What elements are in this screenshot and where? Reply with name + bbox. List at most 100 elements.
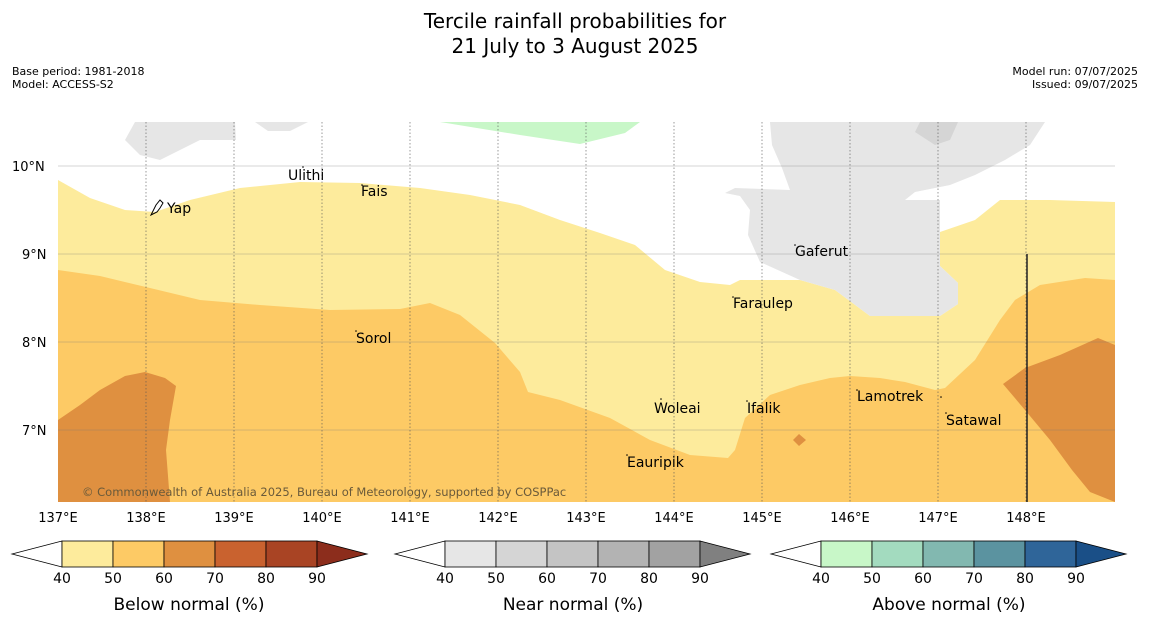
colorbar-above-bin xyxy=(973,540,1026,568)
place-ulithi: Ulithi xyxy=(288,168,324,184)
region-below-60-70-east xyxy=(1003,338,1115,502)
lon-label: 144°E xyxy=(654,511,694,526)
colorbar-below-bin xyxy=(214,540,267,568)
colorbar-tick: 60 xyxy=(155,571,173,587)
place-marker xyxy=(361,184,363,186)
colorbar-near-bin xyxy=(648,540,701,568)
colorbar-tick: 90 xyxy=(691,571,709,587)
colorbar-tick: 40 xyxy=(53,571,71,587)
colorbar-tick: 80 xyxy=(1016,571,1034,587)
colorbar-tick: 90 xyxy=(308,571,326,587)
lon-label: 145°E xyxy=(742,511,782,526)
lat-labels: 10°N 9°N 8°N 7°N xyxy=(12,160,47,439)
colorbar-below: 40 50 60 70 80 90 Below normal (%) xyxy=(10,540,369,615)
place-marker xyxy=(746,400,748,402)
gridlines-lat xyxy=(58,165,1115,431)
place-marker xyxy=(732,296,734,298)
colorbar-tick: 40 xyxy=(436,571,454,587)
colorbar-below-low-arrow xyxy=(10,540,63,568)
region-above-40-50 xyxy=(440,122,640,144)
colorbar-tick: 80 xyxy=(257,571,275,587)
place-marker xyxy=(940,396,942,398)
colorbar-above-low-arrow xyxy=(769,540,822,568)
title-line-2: 21 July to 3 August 2025 xyxy=(451,34,699,58)
meta-right: Model run: 07/07/2025 Issued: 09/07/2025 xyxy=(1012,65,1138,91)
region-near-40-50-east xyxy=(725,122,1045,316)
colorbar-near-label: Near normal (%) xyxy=(503,595,643,615)
place-sorol: Sorol xyxy=(356,331,391,347)
chart-title: Tercile rainfall probabilities for 21 Ju… xyxy=(0,9,1150,59)
colorbar-above-bin xyxy=(820,540,873,568)
lat-label: 9°N xyxy=(22,248,47,263)
place-labels: Ulithi Fais Yap Gaferut Faraulep Sorol L… xyxy=(166,166,1001,471)
colorbar-near: 40 50 60 70 80 90 Near normal (%) xyxy=(393,540,752,615)
place-ifalik: Ifalik xyxy=(747,401,781,417)
model-name: Model: ACCESS-S2 xyxy=(12,78,114,91)
colorbar-below-high-arrow xyxy=(316,540,369,568)
lon-label: 146°E xyxy=(830,511,870,526)
lat-label: 10°N xyxy=(12,160,45,175)
lon-label: 140°E xyxy=(302,511,342,526)
colorbar-near-bin xyxy=(546,540,599,568)
colorbar-tick: 70 xyxy=(206,571,224,587)
colorbar-above-bin xyxy=(1024,540,1077,568)
colorbar-tick: 50 xyxy=(104,571,122,587)
region-near-40-50-top xyxy=(255,122,308,131)
place-marker xyxy=(660,398,662,400)
place-faraulep: Faraulep xyxy=(733,296,793,312)
region-below-60-70-west xyxy=(58,372,176,502)
place-marker xyxy=(945,412,947,414)
region-below-60-70-spot xyxy=(793,434,806,446)
place-marker xyxy=(626,454,628,456)
colorbar-near-bin xyxy=(495,540,548,568)
colorbar-below-label: Below normal (%) xyxy=(114,595,265,615)
lon-label: 147°E xyxy=(918,511,958,526)
lon-labels: 137°E 138°E 139°E 140°E 141°E 142°E 143°… xyxy=(38,511,1046,526)
model-run: Model run: 07/07/2025 xyxy=(1012,65,1138,78)
lon-label: 139°E xyxy=(214,511,254,526)
region-near-50-60 xyxy=(915,122,958,145)
colorbar-tick: 80 xyxy=(640,571,658,587)
place-yap: Yap xyxy=(166,201,191,217)
colorbar-above-bin xyxy=(871,540,924,568)
place-marker xyxy=(302,166,304,168)
base-period: Base period: 1981-2018 xyxy=(12,65,145,78)
region-near-40-50-west xyxy=(125,122,236,160)
lon-label: 148°E xyxy=(1006,511,1046,526)
colorbar-tick: 90 xyxy=(1067,571,1085,587)
place-lamotrek: Lamotrek xyxy=(857,389,924,405)
place-woleai: Woleai xyxy=(654,401,701,417)
gridlines xyxy=(145,122,1027,502)
lon-label: 138°E xyxy=(126,511,166,526)
colorbar-tick: 40 xyxy=(812,571,830,587)
colorbar-above-bin xyxy=(922,540,975,568)
colorbar-tick: 60 xyxy=(538,571,556,587)
colorbar-below-bin xyxy=(112,540,165,568)
colorbar-below-bin xyxy=(163,540,216,568)
colorbar-above-high-arrow xyxy=(1075,540,1128,568)
colorbar-below-bin xyxy=(265,540,318,568)
issued-date: Issued: 09/07/2025 xyxy=(1031,78,1138,91)
title-line-1: Tercile rainfall probabilities for xyxy=(423,9,727,33)
place-marker xyxy=(355,330,357,332)
colorbar-below-bin xyxy=(61,540,114,568)
place-eauripik: Eauripik xyxy=(627,455,685,471)
lon-label: 143°E xyxy=(566,511,606,526)
lon-label: 142°E xyxy=(478,511,518,526)
place-fais: Fais xyxy=(361,184,388,200)
colorbar-above-label: Above normal (%) xyxy=(872,595,1025,615)
colorbar-near-bin xyxy=(597,540,650,568)
colorbar-tick: 70 xyxy=(589,571,607,587)
place-satawal: Satawal xyxy=(946,413,1001,429)
copyright-credit: © Commonwealth of Australia 2025, Bureau… xyxy=(82,485,566,499)
lat-label: 7°N xyxy=(22,424,47,439)
meta-left: Base period: 1981-2018 Model: ACCESS-S2 xyxy=(12,65,144,91)
colorbar-tick: 60 xyxy=(914,571,932,587)
place-marker xyxy=(794,244,796,246)
place-gaferut: Gaferut xyxy=(795,244,849,260)
place-marker xyxy=(856,389,858,391)
lon-label: 137°E xyxy=(38,511,78,526)
colorbar-above: 40 50 60 70 80 90 Above normal (%) xyxy=(769,540,1128,615)
colorbar-tick: 50 xyxy=(863,571,881,587)
